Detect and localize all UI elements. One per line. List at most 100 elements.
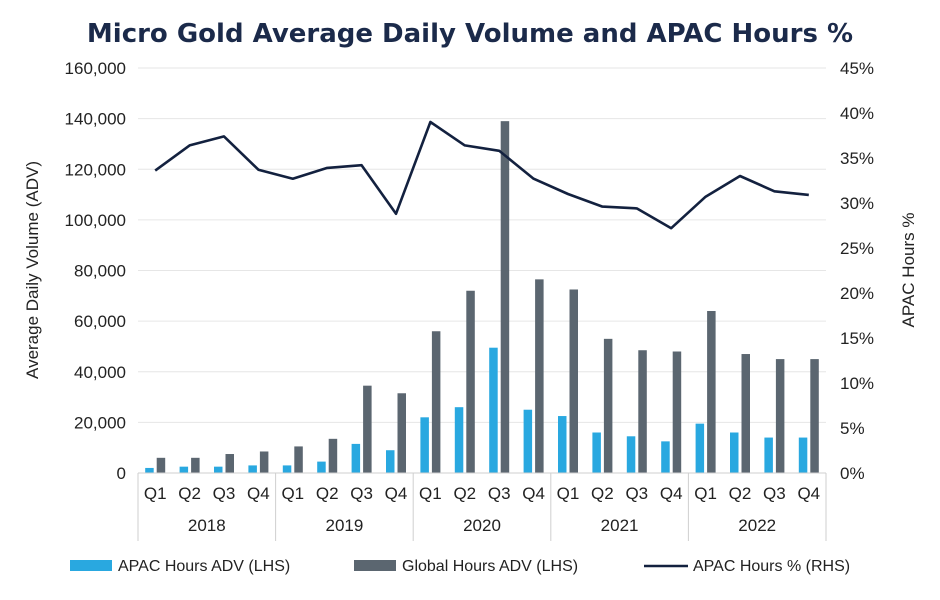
y-tick-label: 120,000 — [65, 160, 126, 179]
x-tick-label: Q1 — [144, 484, 167, 503]
y-tick-label: 140,000 — [65, 110, 126, 129]
y2-tick-label: 5% — [840, 419, 865, 438]
axes: 0 20,000 40,000 60,000 80,000 100,000 120,000 1… — [65, 59, 874, 541]
x-tick-label: Q3 — [213, 484, 236, 503]
y2-tick-label: 35% — [840, 149, 874, 168]
y2-tick-label: 40% — [840, 104, 874, 123]
x-tick-label: Q1 — [281, 484, 304, 503]
bar-global-adv — [603, 338, 613, 473]
y2-axis-label: APAC Hours % — [899, 213, 918, 328]
x-tick-label: Q3 — [488, 484, 511, 503]
bar-global-adv — [397, 393, 406, 473]
x-tick-label: Q4 — [660, 484, 683, 503]
y-axis-label: Average Daily Volume (ADV) — [23, 161, 42, 379]
bar-apac-adv — [179, 466, 189, 473]
y2-tick-label: 0% — [840, 464, 865, 483]
bar-global-adv — [191, 457, 200, 473]
bar-apac-adv — [214, 466, 223, 473]
bar-global-adv — [741, 354, 750, 473]
legend: APAC Hours ADV (LHS) Global Hours ADV (LH… — [70, 558, 850, 575]
bar-global-adv — [466, 290, 475, 473]
bar-global-adv — [775, 359, 785, 473]
y-tick-label: 40,000 — [74, 363, 126, 382]
x-tick-label: Q4 — [385, 484, 408, 503]
x-group-label: 2019 — [325, 516, 363, 535]
bar-apac-adv — [282, 465, 292, 473]
bar-global-adv — [225, 454, 234, 473]
bar-global-adv — [707, 311, 716, 473]
y2-tick-label: 10% — [840, 374, 874, 393]
bar-global-adv — [569, 289, 578, 473]
bar-apac-adv — [661, 441, 670, 473]
bar-apac-adv — [592, 432, 601, 473]
x-group-label: 2018 — [188, 516, 226, 535]
bar-apac-adv — [626, 436, 636, 473]
y-tick-label: 20,000 — [74, 413, 126, 432]
x-group-label: 2022 — [738, 516, 776, 535]
x-tick-label: Q2 — [453, 484, 476, 503]
x-tick-label: Q1 — [419, 484, 442, 503]
x-tick-label: Q2 — [178, 484, 201, 503]
y-tick-label: 60,000 — [74, 312, 126, 331]
bar-apac-adv — [695, 423, 705, 473]
chart-title: Micro Gold Average Daily Volume and APAC… — [87, 19, 853, 49]
bar-global-adv — [638, 350, 647, 473]
y2-tick-label: 25% — [840, 239, 874, 258]
x-tick-label: Q2 — [316, 484, 339, 503]
legend-label-apac-pct: APAC Hours % (RHS) — [693, 558, 850, 575]
x-tick-label: Q4 — [247, 484, 270, 503]
x-tick-label: Q3 — [763, 484, 786, 503]
bar-apac-adv — [386, 450, 395, 473]
x-tick-label: Q2 — [729, 484, 752, 503]
bar-global-adv — [328, 438, 338, 473]
bar-apac-adv — [351, 443, 361, 473]
x-tick-label: Q4 — [522, 484, 545, 503]
x-tick-label: Q4 — [797, 484, 820, 503]
y2-tick-label: 20% — [840, 284, 874, 303]
bar-global-adv — [259, 451, 269, 473]
bar-global-adv — [294, 446, 303, 473]
y2-tick-label: 45% — [840, 59, 874, 78]
bar-apac-adv — [145, 467, 154, 473]
bar-apac-adv — [730, 432, 739, 473]
bars — [145, 121, 819, 473]
x-group-label: 2020 — [463, 516, 501, 535]
legend-label-apac-adv: APAC Hours ADV (LHS) — [118, 558, 290, 575]
y-tick-label: 80,000 — [74, 262, 126, 281]
y2-tick-label: 30% — [840, 194, 874, 213]
x-tick-label: Q3 — [625, 484, 648, 503]
x-group-label: 2021 — [601, 516, 639, 535]
bar-apac-adv — [764, 437, 773, 473]
bar-apac-adv — [798, 437, 808, 473]
x-tick-label: Q3 — [350, 484, 373, 503]
legend-label-global-adv: Global Hours ADV (LHS) — [402, 558, 578, 575]
line-series — [154, 120, 809, 230]
bar-global-adv — [363, 385, 372, 473]
bar-global-adv — [535, 279, 544, 473]
bar-apac-adv — [489, 347, 498, 473]
bar-apac-adv — [248, 465, 257, 473]
legend-swatch-global-adv — [354, 560, 396, 571]
bar-apac-adv — [523, 409, 533, 473]
bar-apac-adv — [420, 417, 429, 473]
x-tick-label: Q1 — [694, 484, 717, 503]
bar-apac-adv — [454, 407, 464, 473]
bar-global-adv — [431, 331, 441, 473]
bar-apac-adv — [317, 461, 326, 473]
y-tick-label: 100,000 — [65, 211, 126, 230]
y2-tick-label: 15% — [840, 329, 874, 348]
bar-global-adv — [672, 351, 682, 473]
line-apac-hours-pct — [154, 120, 809, 230]
y-tick-label: 0 — [117, 464, 126, 483]
legend-swatch-apac-adv — [70, 560, 112, 571]
y-tick-label: 160,000 — [65, 59, 126, 78]
x-tick-label: Q2 — [591, 484, 614, 503]
x-tick-label: Q1 — [557, 484, 580, 503]
bar-global-adv — [810, 359, 819, 473]
bar-global-adv — [500, 121, 510, 473]
gridlines — [138, 67, 826, 423]
bar-apac-adv — [558, 416, 567, 473]
bar-global-adv — [156, 457, 166, 473]
